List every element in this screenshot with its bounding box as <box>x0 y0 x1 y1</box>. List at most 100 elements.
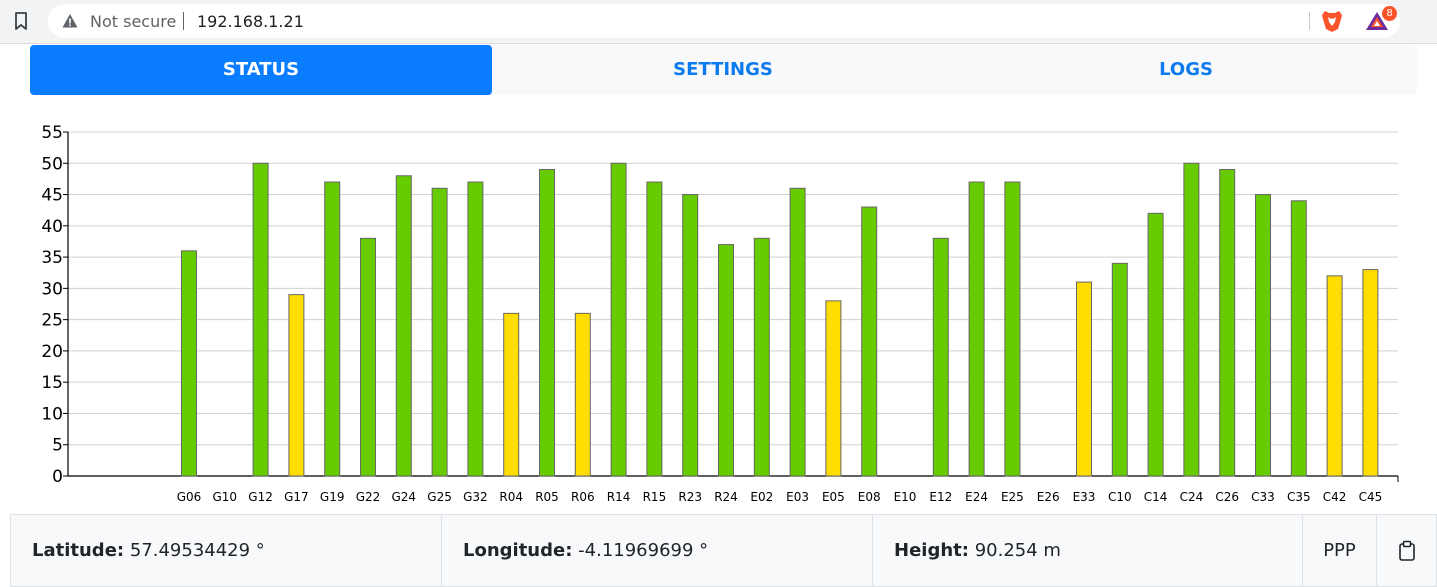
y-tick-label: 35 <box>41 248 63 268</box>
x-tick-label: R23 <box>678 490 702 504</box>
y-tick-label: 10 <box>41 404 63 424</box>
x-tick-label: E10 <box>894 490 917 504</box>
bar-g06 <box>181 250 197 477</box>
clipboard-icon[interactable] <box>1398 540 1416 562</box>
y-tick-label: 30 <box>41 279 63 299</box>
x-tick-label: R05 <box>535 490 559 504</box>
x-tick-label: G06 <box>177 490 202 504</box>
y-tick-label: 25 <box>41 311 63 331</box>
bar-e12 <box>932 237 949 477</box>
tab-status[interactable]: STATUS <box>30 45 492 95</box>
bar-e02 <box>753 237 770 477</box>
bar-c24 <box>1183 162 1200 477</box>
x-tick-label: R24 <box>714 490 738 504</box>
brave-rewards-icon[interactable] <box>1365 11 1389 31</box>
y-tick-label: 50 <box>41 154 63 174</box>
x-tick-label: E33 <box>1073 490 1096 504</box>
x-tick-label: G32 <box>463 490 488 504</box>
x-tick-label: R15 <box>643 490 667 504</box>
rewards-badge: 8 <box>1382 6 1397 21</box>
y-tick-label: 55 <box>41 123 63 143</box>
x-tick-label: G12 <box>248 490 273 504</box>
x-tick-label: G25 <box>427 490 452 504</box>
bar-g22 <box>360 237 376 477</box>
extensions-separator <box>1309 12 1310 30</box>
longitude-value: -4.11969699 ° <box>578 540 709 561</box>
x-tick-label: E24 <box>965 490 988 504</box>
bar-g24 <box>395 175 412 477</box>
satellite-snr-chart: 0 5 10 15 20 25 30 35 40 45 50 55 G06 G10 G12 G17 G19 G22… <box>41 123 1399 504</box>
tab-logs[interactable]: LOGS <box>1159 59 1213 80</box>
fix-mode: PPP <box>1303 515 1377 586</box>
browser-toolbar: Not secure 192.168.1.21 8 <box>0 0 1437 44</box>
bar-g19 <box>324 181 341 477</box>
url-text[interactable]: 192.168.1.21 <box>197 12 304 31</box>
x-tick-label: G19 <box>320 490 345 504</box>
longitude-label: Longitude: <box>463 540 573 561</box>
longitude-cell: Longitude: -4.11969699 ° <box>442 515 873 586</box>
x-tick-label: G22 <box>356 490 381 504</box>
bar-e24 <box>968 181 985 477</box>
x-tick-label: E02 <box>750 490 773 504</box>
height-cell: Height: 90.254 m <box>873 515 1303 586</box>
bar-r04 <box>503 312 520 477</box>
position-bar: Latitude: 57.49534429 ° Longitude: -4.11… <box>10 514 1437 587</box>
x-tick-label: E12 <box>929 490 952 504</box>
latitude-value: 57.49534429 ° <box>129 540 265 561</box>
bar-e25 <box>1004 181 1021 477</box>
latitude-cell: Latitude: 57.49534429 ° <box>11 515 442 586</box>
x-tick-label: G10 <box>213 490 238 504</box>
copy-cell[interactable] <box>1377 515 1436 586</box>
x-tick-label: C26 <box>1215 490 1239 504</box>
bar-e05 <box>825 300 842 477</box>
x-tick-label: C42 <box>1323 490 1347 504</box>
security-label[interactable]: Not secure <box>90 12 177 31</box>
bar-c26 <box>1219 169 1236 477</box>
bar-c35 <box>1290 200 1307 477</box>
bar-c45 <box>1362 269 1379 477</box>
x-tick-label: C35 <box>1287 490 1311 504</box>
y-tick-label: 15 <box>41 373 63 393</box>
address-separator <box>183 12 184 30</box>
height-label: Height: <box>894 540 969 561</box>
bar-r15 <box>646 181 663 477</box>
x-tick-label: C45 <box>1359 490 1383 504</box>
bar-c42 <box>1326 275 1343 477</box>
y-tick-label: 0 <box>52 467 63 487</box>
x-tick-label: G17 <box>284 490 309 504</box>
y-tick-label: 40 <box>41 217 63 237</box>
x-tick-label: R06 <box>571 490 595 504</box>
bookmark-icon[interactable] <box>10 10 32 32</box>
height-value: 90.254 m <box>974 540 1061 561</box>
x-tick-label: C14 <box>1144 490 1168 504</box>
bar-r14 <box>610 162 627 477</box>
bar-c10 <box>1111 262 1128 477</box>
bar-r24 <box>718 244 734 477</box>
x-tick-label: E25 <box>1001 490 1024 504</box>
bar-g32 <box>467 181 484 477</box>
bar-e08 <box>861 206 878 477</box>
tab-settings[interactable]: SETTINGS <box>673 59 773 80</box>
y-tick-label: 5 <box>52 436 63 456</box>
x-tick-label: C33 <box>1251 490 1275 504</box>
x-tick-label: R14 <box>607 490 631 504</box>
x-tick-label: E08 <box>858 490 881 504</box>
y-tick-label: 20 <box>41 342 63 362</box>
x-tick-label: G24 <box>392 490 417 504</box>
x-tick-label: E03 <box>786 490 809 504</box>
nav-tabs: STATUS SETTINGS LOGS <box>30 45 1417 95</box>
bar-c33 <box>1255 194 1271 477</box>
latitude-label: Latitude: <box>32 540 125 561</box>
bar-g12 <box>252 162 269 477</box>
brave-shields-icon[interactable] <box>1321 9 1343 33</box>
y-tick-label: 45 <box>41 186 63 206</box>
bar-r23 <box>682 194 699 477</box>
bar-e03 <box>789 187 806 477</box>
bar-g25 <box>431 187 448 477</box>
bar-g17 <box>288 294 305 477</box>
warning-icon[interactable] <box>62 13 78 29</box>
x-tick-label: R04 <box>499 490 523 504</box>
address-bar[interactable]: Not secure 192.168.1.21 8 <box>48 4 1400 38</box>
x-tick-label: E05 <box>822 490 845 504</box>
x-tick-label: C10 <box>1108 490 1132 504</box>
